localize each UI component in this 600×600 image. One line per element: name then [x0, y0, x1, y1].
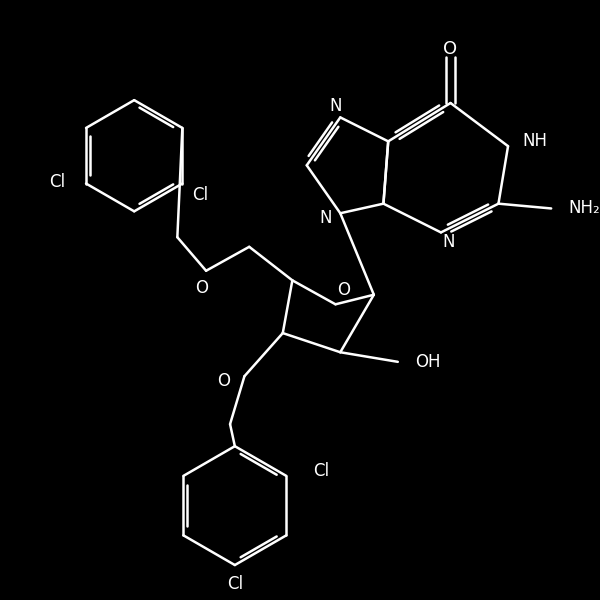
- Text: Cl: Cl: [227, 575, 243, 593]
- Text: OH: OH: [415, 353, 440, 371]
- Text: Cl: Cl: [49, 173, 65, 191]
- Text: O: O: [443, 40, 458, 58]
- Text: N: N: [442, 233, 455, 251]
- Text: O: O: [195, 279, 208, 297]
- Text: NH₂: NH₂: [568, 199, 600, 217]
- Text: NH: NH: [523, 133, 547, 151]
- Text: Cl: Cl: [192, 186, 208, 204]
- Text: O: O: [217, 372, 230, 390]
- Text: N: N: [329, 97, 342, 115]
- Text: N: N: [320, 209, 332, 227]
- Text: Cl: Cl: [313, 462, 329, 480]
- Text: O: O: [337, 281, 350, 299]
